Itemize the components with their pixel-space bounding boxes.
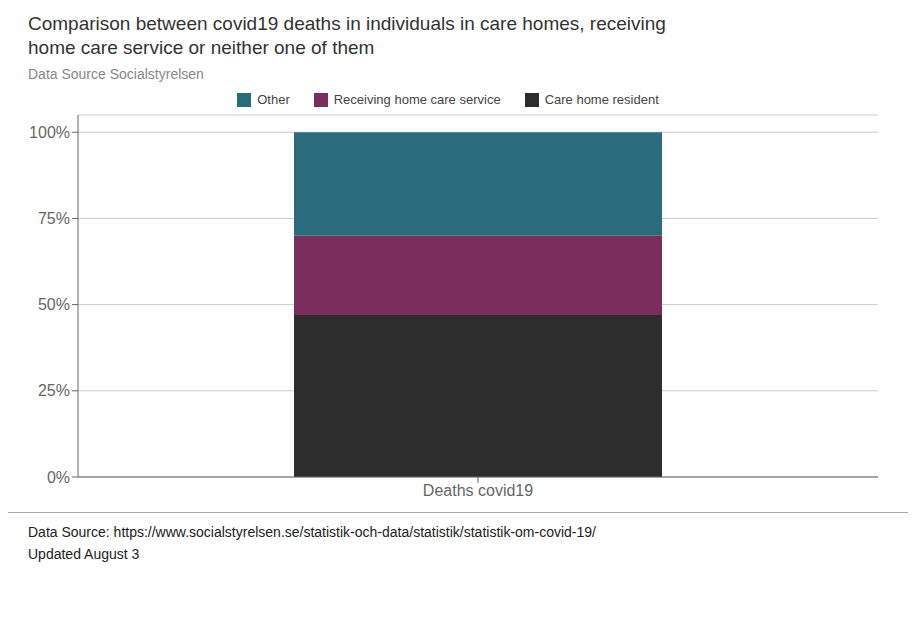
html-text:Comparison between covid19 dea: Comparison between covid19 deaths in ind… bbox=[28, 13, 666, 34]
html-text:Data Source: https://www.socia: Data Source: https://www.socialstyrelsen… bbox=[28, 524, 596, 540]
html-text:Updated August 3: Updated August 3 bbox=[28, 546, 140, 562]
html-text:Other: Other bbox=[257, 92, 290, 107]
html-text:Care home resident: Care home resident bbox=[544, 92, 659, 107]
svg-text:0%: 0% bbox=[47, 469, 70, 486]
html-text:home care service or neither o: home care service or neither one of them bbox=[28, 37, 375, 58]
html-text:Receiving home care service: Receiving home care service bbox=[333, 92, 501, 107]
svg-text:Deaths covid19: Deaths covid19 bbox=[423, 482, 533, 499]
svg-text:100%: 100% bbox=[29, 124, 70, 141]
svg-text:75%: 75% bbox=[38, 210, 70, 227]
svg-text:25%: 25% bbox=[38, 382, 70, 399]
html-text:Data Source Socialstyrelsen: Data Source Socialstyrelsen bbox=[28, 66, 204, 82]
svg-text:50%: 50% bbox=[38, 296, 70, 313]
